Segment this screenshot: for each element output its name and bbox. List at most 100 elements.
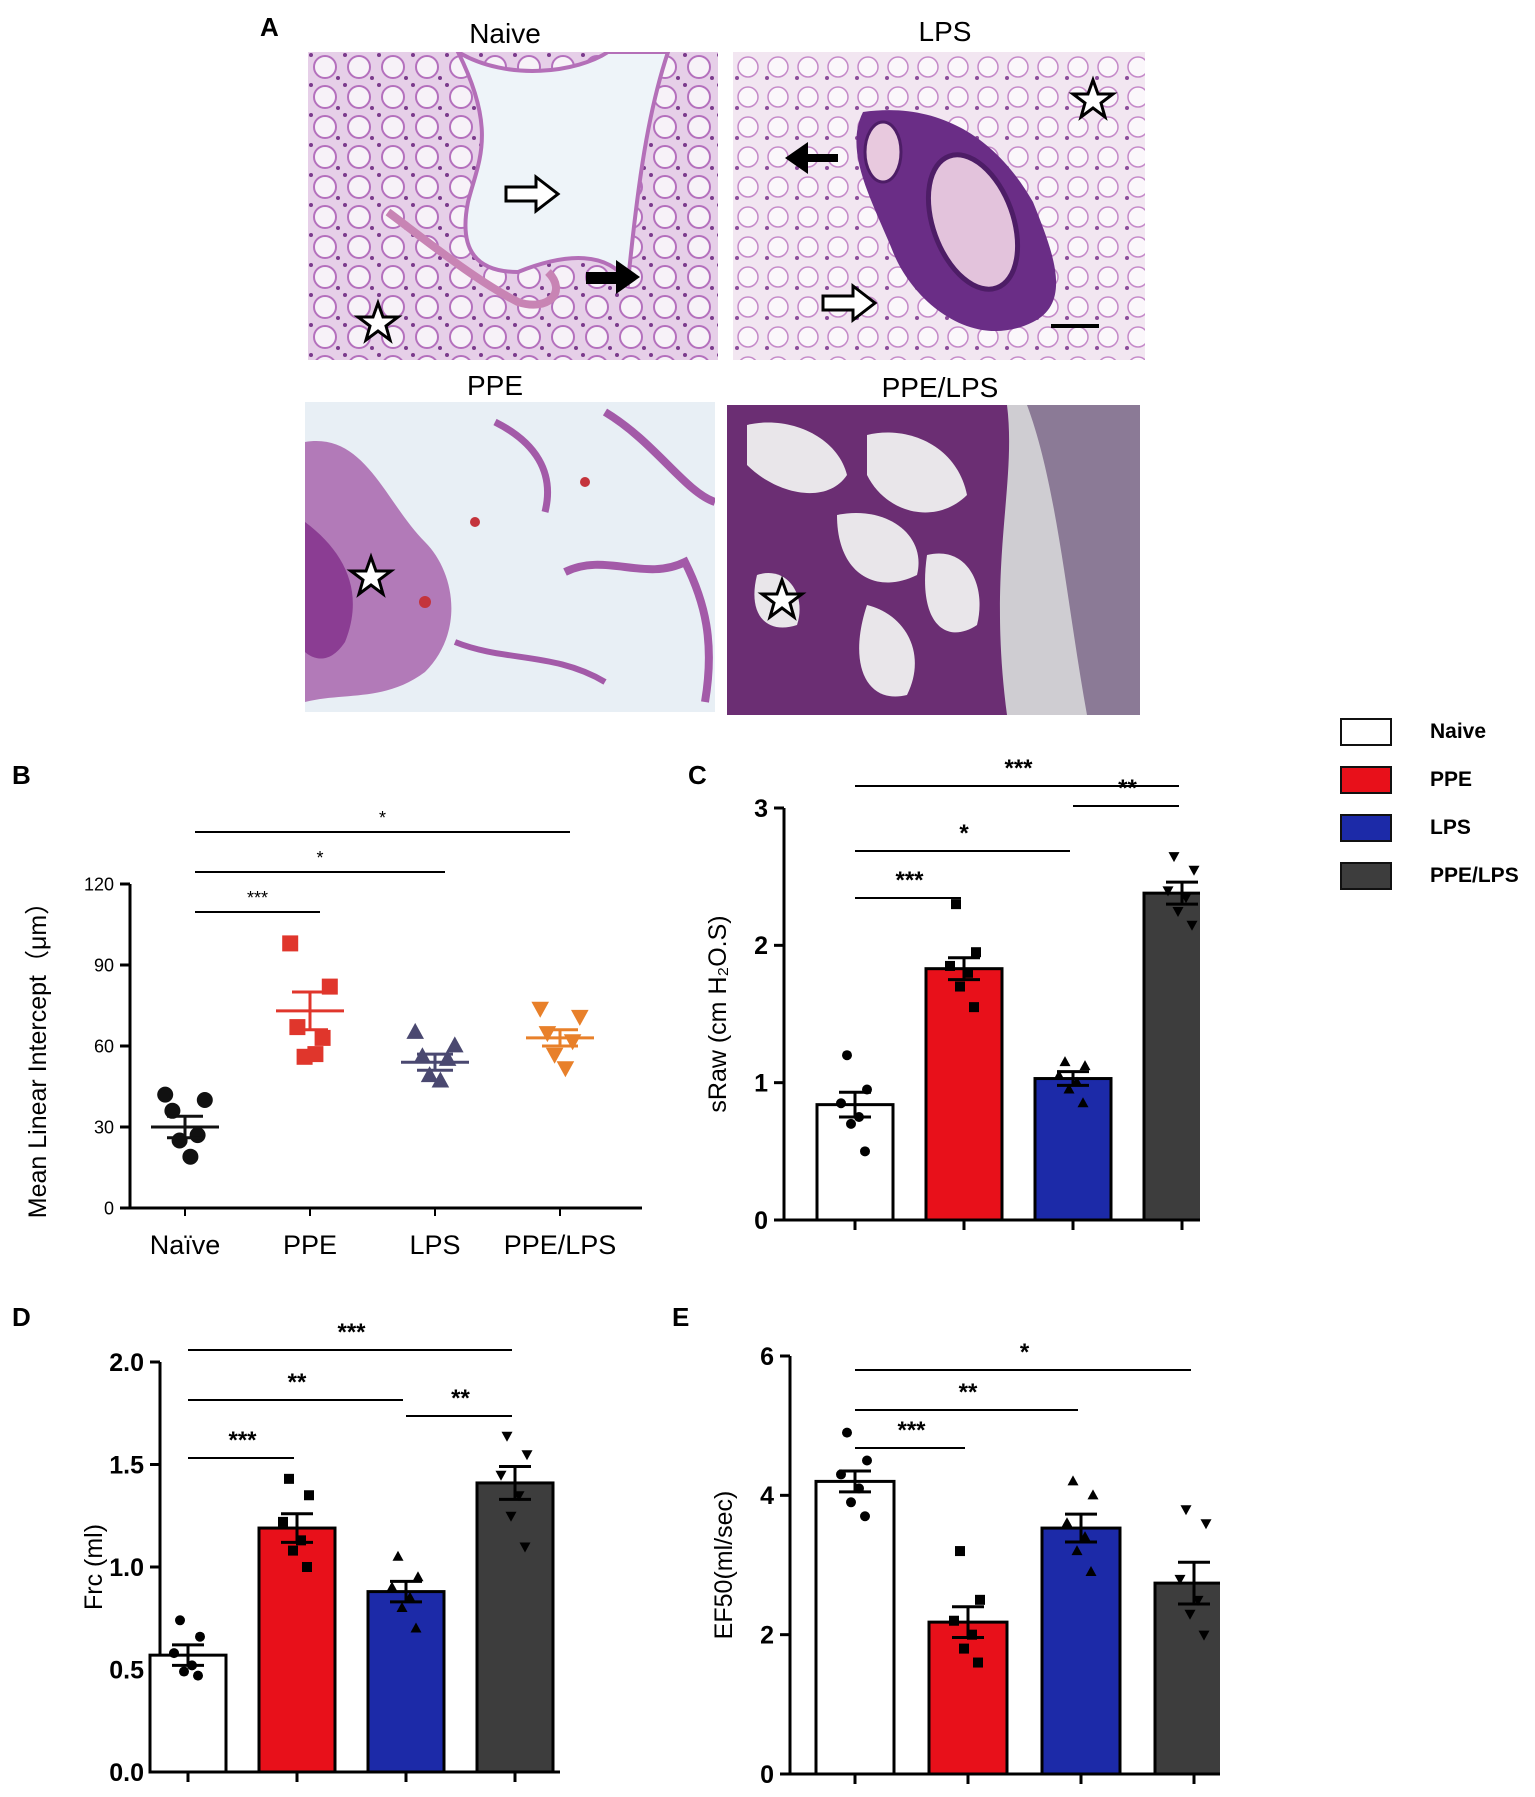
x-tick-label: PPE/LPS [504, 1230, 617, 1260]
x-tick-label: LPS [409, 1230, 460, 1260]
data-point [1180, 1505, 1192, 1516]
data-point [860, 1146, 870, 1157]
data-point [412, 1571, 424, 1582]
legend-label: LPS [1430, 816, 1471, 839]
legend-swatch [1340, 862, 1392, 890]
histology-title-ppe-lps: PPE/LPS [881, 372, 999, 403]
data-point [169, 1648, 179, 1659]
arrow-open-icon [821, 282, 878, 324]
data-point [971, 947, 981, 958]
histology-image-ppe-lps [727, 405, 1140, 715]
data-point [945, 960, 955, 971]
y-tick-label: 0 [760, 1761, 774, 1789]
data-point [967, 1629, 977, 1640]
data-point [854, 1112, 864, 1122]
significance-label: ** [1118, 775, 1137, 802]
panel-e-letter: E [672, 1302, 689, 1332]
data-point [949, 1615, 959, 1626]
data-point [304, 1490, 314, 1501]
panel-b-letter: B [12, 760, 31, 790]
data-point [1079, 1060, 1091, 1071]
data-point [501, 1431, 513, 1442]
data-point [531, 1001, 549, 1018]
bar [924, 967, 1004, 1222]
data-point [410, 1622, 422, 1633]
data-point [1085, 1565, 1097, 1576]
chart-b: B 0 30 60 90 120 Naïve PPE LPS PPE/LPS Mean Linear… [12, 760, 642, 1260]
significance-label: ** [959, 1379, 978, 1406]
y-tick-label: 90 [94, 955, 114, 975]
data-point [386, 1581, 398, 1592]
histology-image-ppe [305, 402, 715, 712]
data-point [1067, 1475, 1079, 1486]
data-point [556, 1061, 575, 1078]
data-point [1061, 1517, 1073, 1528]
legend-item: LPS [1340, 814, 1530, 844]
y-axis-label: sRaw (cm H₂O.S) [704, 915, 732, 1112]
significance-label: * [959, 820, 969, 847]
data-point [289, 1019, 306, 1036]
star-icon [346, 552, 396, 598]
data-point [1198, 1630, 1210, 1641]
y-tick-label: 2 [754, 932, 768, 960]
legend-swatch [1340, 814, 1392, 842]
data-point [955, 1546, 965, 1557]
data-point [1188, 865, 1200, 876]
data-point [296, 1535, 306, 1546]
data-point [836, 1098, 846, 1109]
data-point [195, 1631, 205, 1642]
data-point [314, 1029, 331, 1046]
data-point [1059, 1056, 1071, 1067]
data-point [182, 1148, 199, 1165]
data-point [571, 1009, 589, 1026]
data-point [1053, 1069, 1065, 1080]
arrow-filled-icon [586, 260, 640, 294]
significance-label: *** [228, 1427, 257, 1454]
data-point [175, 1615, 185, 1626]
significance-label: * [379, 808, 386, 828]
data-point [862, 1455, 872, 1466]
data-point [973, 1657, 983, 1668]
significance-label: *** [1004, 755, 1033, 782]
data-point [963, 967, 973, 978]
y-axis-label: Mean Linear Intercept（μm） [24, 890, 52, 1218]
legend-label: PPE [1430, 768, 1473, 791]
star-icon [353, 298, 403, 344]
data-point [1192, 1595, 1204, 1606]
y-tick-label: 0 [754, 1207, 768, 1235]
data-point [846, 1118, 856, 1129]
data-point [842, 1050, 852, 1061]
significance-label: ** [451, 1385, 470, 1412]
legend-item: PPE [1340, 766, 1530, 796]
bar [1040, 1526, 1122, 1776]
bar [257, 1526, 337, 1774]
data-point [179, 1666, 189, 1677]
data-point [955, 981, 965, 992]
data-point [1162, 886, 1174, 897]
legend-label: Naive [1430, 720, 1487, 743]
data-point [1180, 893, 1192, 904]
y-tick-label: 2.0 [109, 1349, 144, 1377]
y-tick-label: 1.0 [109, 1554, 144, 1582]
y-tick-label: 1 [754, 1069, 768, 1097]
y-tick-label: 3 [754, 795, 768, 823]
y-tick-label: 60 [94, 1036, 114, 1056]
significance-label: *** [897, 1417, 926, 1444]
legend: Naive PPE LPS PPE/LPS [1340, 718, 1530, 898]
y-tick-label: 6 [760, 1343, 774, 1371]
y-tick-label: 30 [94, 1117, 114, 1137]
data-point [196, 1092, 213, 1108]
data-point [404, 1591, 416, 1602]
data-point [396, 1602, 408, 1612]
data-point [846, 1497, 856, 1508]
arrow-open-icon [504, 173, 561, 215]
data-point [1172, 907, 1184, 917]
panel-c-letter: C [688, 760, 707, 790]
data-point [302, 1562, 312, 1572]
data-point [420, 1066, 439, 1083]
data-point [519, 1542, 531, 1553]
star-icon [757, 575, 807, 621]
histology-image-lps [733, 52, 1145, 360]
